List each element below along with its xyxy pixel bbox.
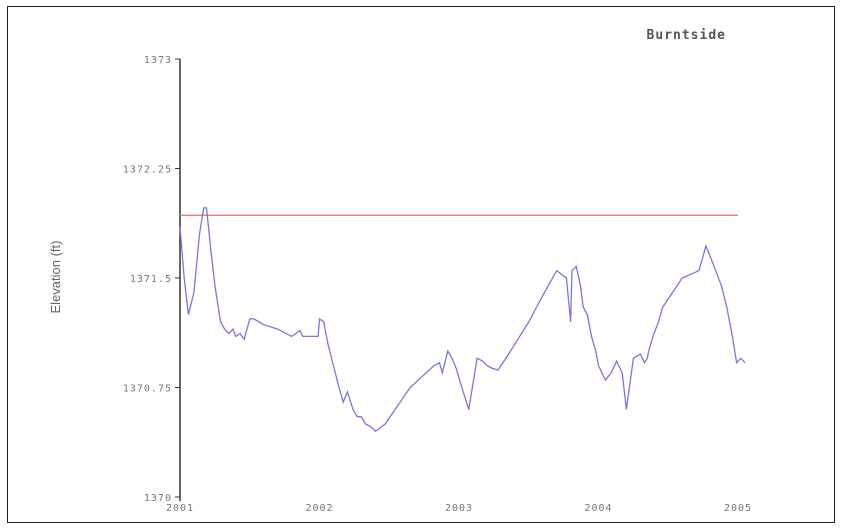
y-tick-label: 1373 xyxy=(144,55,172,66)
x-ticks: 2001 2002 2003 2004 2005 xyxy=(166,503,752,514)
line-chart: Burntside Elevation (ft) 1370 1370.75 1371… xyxy=(48,28,752,514)
y-axis-label: Elevation (ft) xyxy=(48,241,63,314)
series-line xyxy=(179,207,746,433)
y-ticks: 1370 1370.75 1371.5 1372.25 1373 xyxy=(123,55,180,504)
x-tick-label: 2001 xyxy=(166,503,194,514)
x-tick-label: 2002 xyxy=(305,503,333,514)
x-tick-label: 2005 xyxy=(724,503,752,514)
x-tick-label: 2003 xyxy=(445,503,473,514)
y-tick-label: 1371.5 xyxy=(130,274,172,285)
y-axis-label-group: Elevation (ft) xyxy=(48,241,63,314)
y-tick-label: 1372.25 xyxy=(123,165,172,176)
x-tick-label: 2004 xyxy=(584,503,612,514)
chart-title: Burntside xyxy=(647,28,726,43)
y-tick-label: 1370 xyxy=(144,493,172,504)
chart-frame: Burntside Elevation (ft) 1370 1370.75 1371… xyxy=(7,6,835,523)
y-tick-label: 1370.75 xyxy=(123,384,172,395)
